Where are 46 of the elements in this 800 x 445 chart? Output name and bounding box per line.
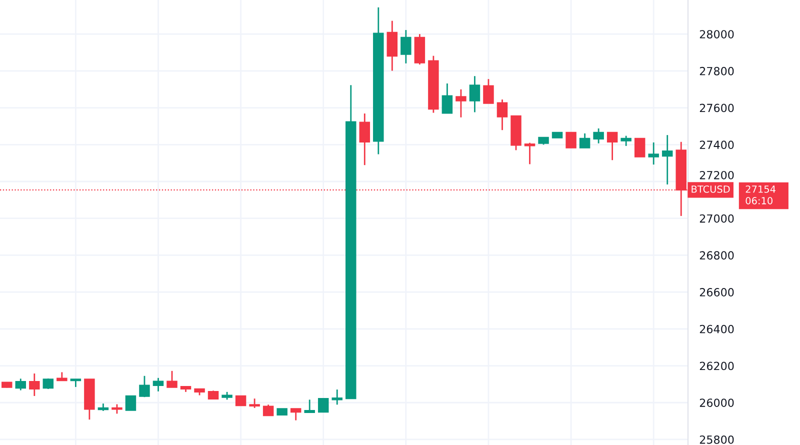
- candlestick: [606, 132, 618, 161]
- y-tick-label: 28000: [700, 30, 734, 38]
- candlestick: [386, 20, 398, 72]
- candlestick: [442, 82, 453, 114]
- candlestick: [496, 98, 508, 131]
- candlestick: [400, 29, 412, 64]
- text: 27154: [746, 185, 776, 193]
- y-tick-label: 27200: [700, 170, 734, 180]
- candlestick: [483, 78, 494, 104]
- candlestick: [166, 370, 178, 388]
- y-tick-label: 26400: [700, 324, 734, 334]
- ref-line-label: BTCUSD: [692, 185, 730, 193]
- y-tick-label: 27400: [700, 140, 734, 150]
- candlestick: [112, 404, 122, 414]
- candlestick: [456, 88, 466, 118]
- text: 06:10: [746, 197, 772, 204]
- candlestick: [469, 75, 480, 113]
- candlestick: [139, 375, 150, 398]
- candlestick: [152, 377, 164, 392]
- candlestick: [318, 398, 329, 413]
- candlestick: [235, 395, 246, 406]
- candlestick: [304, 398, 315, 414]
- candlestick: [620, 135, 632, 147]
- candlestick: [249, 398, 260, 409]
- y-tick-label: 27800: [700, 66, 734, 76]
- y-tick-label: 26600: [700, 288, 734, 296]
- y-tick-label: 26000: [700, 398, 734, 407]
- candlestick: [15, 378, 26, 391]
- y-tick-label: 27600: [700, 104, 734, 112]
- y-tick-label: 25800: [700, 435, 734, 444]
- candlestick: [262, 404, 274, 416]
- candlestick: [634, 138, 646, 158]
- candlestick: [125, 395, 136, 411]
- candlestick: [290, 408, 302, 422]
- y-tick-label: 27000: [700, 214, 734, 223]
- candlestick: [662, 134, 673, 186]
- candlestick: [359, 112, 370, 166]
- y-tick-label: 26200: [700, 362, 734, 370]
- candlestick: [566, 132, 576, 148]
- y-tick-label: 26800: [700, 251, 734, 260]
- candlestick: [648, 142, 659, 166]
- candlestick: [524, 142, 536, 165]
- candlestick: [332, 388, 342, 406]
- candlestick: [29, 372, 40, 397]
- candlestick: [579, 132, 590, 148]
- candlestick: [593, 128, 604, 144]
